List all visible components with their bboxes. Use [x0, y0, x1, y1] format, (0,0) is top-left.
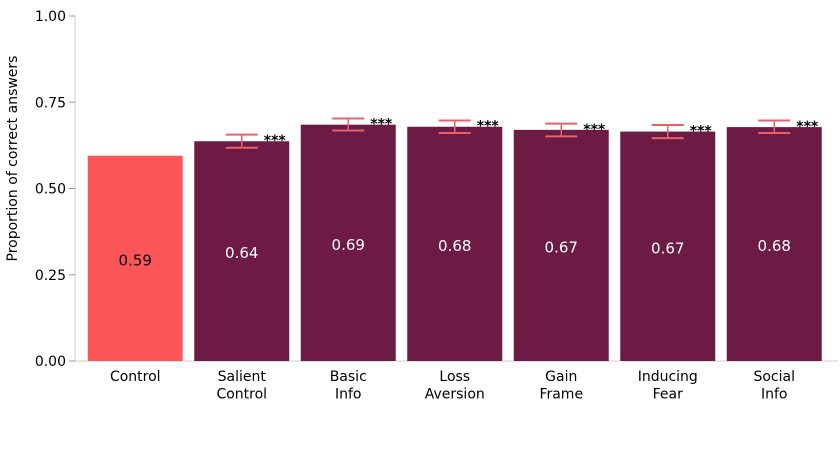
significance-label: *** — [690, 124, 713, 140]
significance-label: *** — [796, 119, 819, 135]
error-bar — [651, 124, 684, 140]
significance-label: *** — [477, 119, 500, 135]
x-tick-label: Control — [110, 369, 161, 385]
x-tick-label-line: Info — [335, 387, 362, 403]
error-bar — [225, 133, 258, 149]
error-bar — [332, 117, 365, 132]
x-tick-label: Social Info — [753, 369, 795, 403]
x-tick-label-line: Inducing — [638, 369, 698, 385]
x-tick-label-line: Loss — [439, 369, 470, 385]
bar — [87, 155, 183, 361]
bar-value-label: 0.67 — [651, 239, 684, 257]
x-tick-label: Gain Frame — [539, 369, 583, 403]
bar — [620, 131, 716, 361]
x-tick-label-line: Salient — [218, 369, 267, 385]
x-tick-label-line: Control — [216, 387, 267, 403]
x-tick-label-line: Control — [110, 369, 161, 385]
labels: 0.59 Control 0.64 *** Salient Control 0.69 *** B… — [110, 117, 819, 403]
x-tick-label-line: Basic — [330, 369, 367, 385]
bar — [194, 141, 290, 361]
significance-label: *** — [583, 122, 606, 138]
x-tick-label-line: Social — [753, 369, 795, 385]
bar-value-label: 0.64 — [225, 244, 258, 262]
x-tick-label-line: Gain — [545, 369, 577, 385]
bar-value-label: 0.68 — [438, 237, 471, 255]
bar — [726, 127, 822, 361]
x-tick-label-line: Fear — [653, 387, 683, 403]
bar — [407, 126, 503, 362]
x-tick-label-line: Info — [761, 387, 788, 403]
bar-value-label: 0.59 — [119, 251, 152, 269]
error-bar — [758, 119, 791, 134]
bar-value-label: 0.68 — [758, 237, 791, 255]
y-tick-label: 0.50 — [35, 182, 66, 198]
bars — [87, 117, 822, 362]
bar-value-label: 0.67 — [545, 238, 578, 256]
error-bar — [545, 122, 578, 138]
y-tick-label: 0.25 — [35, 268, 66, 284]
bar — [300, 124, 396, 361]
significance-label: *** — [264, 133, 287, 149]
significance-label: *** — [370, 117, 393, 133]
x-tick-label: Salient Control — [216, 369, 267, 403]
bar-value-label: 0.69 — [332, 236, 365, 254]
x-tick-label-line: Aversion — [425, 387, 485, 403]
x-tick-label: Loss Aversion — [425, 369, 485, 403]
x-tick-label: Basic Info — [330, 369, 367, 403]
y-axis-label: Proportion of correct answers — [5, 56, 21, 262]
bar — [513, 129, 609, 361]
y-tick-label: 1.00 — [35, 9, 66, 25]
error-bar — [438, 119, 471, 134]
x-tick-label: Inducing Fear — [638, 369, 698, 403]
y-tick-label: 0.00 — [35, 354, 66, 370]
y-tick-label: 0.75 — [35, 95, 66, 111]
x-tick-label-line: Frame — [539, 387, 583, 403]
